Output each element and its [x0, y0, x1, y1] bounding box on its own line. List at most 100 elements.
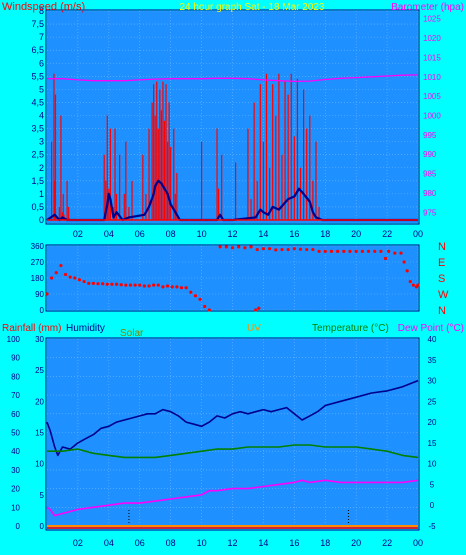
- chart2-winddir-point: [305, 247, 309, 252]
- chart3-humidity-tick: 80: [11, 372, 20, 381]
- chart2-frame: [45, 244, 420, 312]
- chart2-ytick-label: 180: [31, 274, 45, 283]
- chart3-rain-tick: 10: [35, 460, 44, 469]
- chart2-winddir-point: [402, 260, 406, 264]
- chart3-xtick-label: 14: [258, 538, 268, 548]
- chart1-ytick-label: 3: [39, 137, 44, 147]
- chart2-winddir-point: [416, 283, 420, 287]
- chart2-winddir-point: [207, 308, 211, 312]
- chart3-rain-tick: 15: [35, 429, 44, 438]
- chart2-winddir-point: [255, 247, 259, 252]
- chart2-compass-label: N: [438, 241, 446, 253]
- chart3-xtick-label: 22: [382, 538, 392, 548]
- chart3-xtick-label: 08: [166, 538, 176, 548]
- chart3-humidity-tick: 90: [11, 354, 20, 363]
- chart2-winddir-point: [101, 282, 105, 286]
- chart3-humidity-tick: 60: [11, 410, 20, 419]
- chart2-winddir-point: [243, 246, 247, 250]
- chart2-winddir-point: [336, 249, 340, 253]
- chart2-winddir-point: [411, 283, 415, 287]
- chart1-ytick-label: 7,5: [31, 19, 44, 29]
- chart1-xtick-label: 14: [258, 229, 268, 239]
- chart1-ytick-label: 1,5: [31, 176, 44, 186]
- chart2-winddir-point: [45, 292, 49, 296]
- chart2-ytick-label: 360: [31, 242, 45, 251]
- chart2-winddir-point: [317, 249, 321, 253]
- chart1-ytick-label: 3,5: [31, 124, 44, 134]
- chart2-winddir-point: [138, 283, 142, 287]
- chart2-winddir-point: [323, 249, 327, 253]
- chart1-xtick-label: 18: [320, 229, 330, 239]
- chart2-winddir-point: [128, 283, 133, 287]
- chart1-xtick-label: 12: [227, 229, 237, 239]
- chart2-winddir-point: [311, 247, 315, 252]
- chart2-winddir-point: [87, 281, 91, 285]
- chart3-temp-tick: 0: [430, 501, 435, 510]
- chart2-winddir-point: [105, 282, 109, 286]
- chart3-rain-tick: 30: [35, 335, 44, 344]
- chart2-winddir-point: [124, 283, 128, 287]
- chart2-winddir-point: [399, 251, 403, 255]
- chart3-humidity-tick: 30: [11, 466, 20, 475]
- chart2-winddir-point: [175, 285, 179, 289]
- chart2-winddir-point: [63, 272, 68, 277]
- chart2-ytick-label: 90: [35, 290, 44, 299]
- chart3-temp-tick: 25: [428, 397, 437, 406]
- chart2-winddir-point: [161, 285, 165, 289]
- chart3-temp-tick: 30: [428, 377, 437, 386]
- chart3-humidity-tick: 100: [7, 335, 21, 344]
- chart2-compass-label: N: [438, 305, 446, 317]
- chart1-ytick-label: 0,5: [31, 202, 44, 212]
- chart2-winddir-point: [91, 281, 95, 285]
- chart1-xtick-label: 04: [104, 229, 114, 239]
- chart2-winddir-point: [119, 283, 123, 287]
- chart2-winddir-point: [286, 247, 290, 252]
- chart2-winddir-point: [59, 263, 63, 268]
- chart2-winddir-point: [329, 249, 334, 253]
- chart3-temp-tick: 35: [428, 356, 437, 365]
- chart3-xtick-label: 02: [73, 538, 83, 548]
- chart2-winddir-point: [198, 297, 202, 301]
- chart2-winddir-point: [387, 249, 391, 253]
- chart3-temp-tick: -5: [428, 522, 436, 531]
- chart2-winddir-point: [405, 269, 409, 273]
- chart2-winddir-point: [77, 278, 82, 282]
- chart1-xtick-label: 16: [289, 229, 299, 239]
- chart3-xtick-label: 04: [104, 538, 114, 548]
- chart2-winddir-point: [366, 249, 371, 253]
- chart2-winddir-point: [114, 282, 119, 286]
- chart2-winddir-point: [268, 247, 272, 251]
- chart2-winddir-point: [179, 286, 184, 290]
- chart3-rain-tick: 0: [40, 522, 45, 531]
- chart1-ytick-label: 2,5: [31, 150, 44, 160]
- legend-humidity: Humidity: [66, 323, 105, 334]
- chart1-y2tick-label: 1020: [423, 34, 441, 43]
- chart2-winddir-point: [230, 246, 235, 250]
- chart3-humidity-tick: 50: [11, 429, 20, 438]
- chart2-winddir-point: [292, 247, 296, 251]
- legend-dewpoint: Dew Point (°C): [398, 323, 464, 334]
- chart3-rain-tick: 25: [35, 366, 44, 375]
- chart2-winddir-point: [193, 294, 197, 298]
- chart1-ytick-label: 6: [39, 58, 44, 68]
- chart3-humidity-tick: 20: [11, 485, 20, 494]
- chart1-y2tick-label: 1025: [423, 15, 441, 24]
- legend-rainfall: Rainfall (mm): [2, 323, 61, 334]
- chart2-winddir-point: [237, 245, 241, 249]
- chart2-winddir-point: [393, 251, 397, 255]
- chart3-xtick-label: 12: [227, 538, 237, 548]
- chart1-xtick-label: 06: [135, 229, 145, 239]
- chart1-y2tick-label: 1000: [423, 112, 441, 121]
- chart1-xtick-label: 08: [166, 229, 176, 239]
- chart3-xtick-label: 20: [351, 538, 361, 548]
- legend-solar: Solar: [120, 328, 144, 339]
- chart3-humidity-tick: 70: [11, 391, 20, 400]
- chart1-series-avg-wind: [46, 179, 418, 222]
- chart2-winddir-point: [50, 276, 54, 280]
- chart3-rain-tick: 5: [40, 491, 45, 500]
- chart1-xtick-label: 02: [73, 229, 83, 239]
- chart2-winddir-point: [152, 283, 156, 287]
- chart2-winddir-point: [224, 245, 228, 249]
- chart2-winddir-point: [218, 245, 222, 249]
- chart3-xtick-label: 18: [320, 538, 330, 548]
